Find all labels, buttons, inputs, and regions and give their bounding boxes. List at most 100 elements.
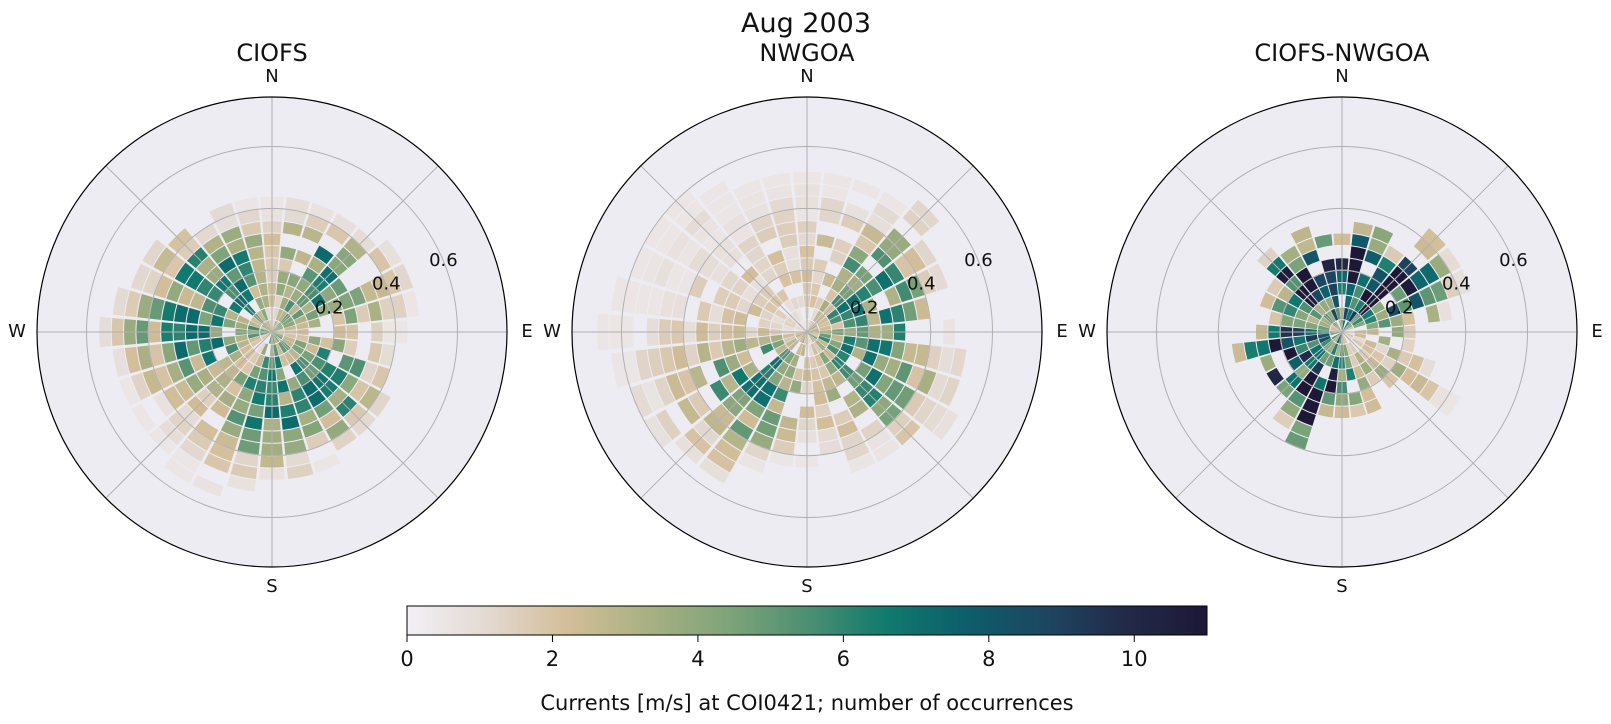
histogram-bin (842, 256, 861, 274)
histogram-bin (154, 365, 173, 389)
histogram-bin (237, 439, 260, 455)
histogram-bin (758, 336, 771, 346)
histogram-bin (750, 431, 774, 450)
histogram-bin (1357, 376, 1371, 391)
histogram-bin (783, 320, 796, 329)
histogram-bin (196, 367, 214, 386)
histogram-bin (379, 344, 395, 367)
histogram-bin (855, 361, 872, 379)
histogram-bin (1347, 271, 1360, 285)
histogram-bin (819, 439, 842, 455)
histogram-bin (237, 387, 254, 403)
histogram-bin (760, 343, 774, 355)
histogram-bin (817, 427, 839, 443)
direction-label-w: W (1078, 321, 1096, 342)
histogram-bin (1281, 314, 1295, 327)
histogram-bin (822, 376, 836, 391)
histogram-bin (349, 358, 366, 378)
histogram-bin (1311, 361, 1324, 375)
histogram-bin (1330, 326, 1342, 332)
histogram-bin (137, 345, 153, 370)
histogram-bin (913, 239, 937, 267)
histogram-bin (320, 361, 337, 379)
histogram-bin (1364, 339, 1377, 349)
histogram-bin (826, 344, 840, 355)
histogram-bin (810, 308, 819, 321)
figure-suptitle: Aug 2003 (741, 8, 871, 39)
histogram-bin (261, 356, 270, 369)
histogram-bin (210, 399, 231, 419)
histogram-bin (307, 256, 326, 274)
histogram-bin (149, 297, 165, 320)
histogram-bin (247, 333, 260, 339)
colorbar-gradient (406, 605, 1208, 636)
histogram-bin (1311, 289, 1324, 303)
histogram-bin (789, 271, 802, 285)
histogram-bin (795, 326, 807, 332)
direction-label-n: N (1335, 66, 1348, 87)
histogram-bin (795, 343, 804, 356)
histogram-bin (286, 463, 314, 480)
histogram-bin (785, 338, 797, 348)
histogram-bin (666, 231, 691, 261)
histogram-bin (273, 344, 279, 357)
angular-gridline (1341, 165, 1509, 333)
angular-gridline (806, 331, 974, 499)
histogram-bin (215, 214, 239, 233)
histogram-bin (807, 326, 819, 332)
histogram-bin (1397, 297, 1413, 314)
histogram-bin (732, 179, 763, 200)
histogram-bin (1303, 370, 1318, 386)
histogram-bin (272, 320, 276, 332)
angular-gridline (1341, 331, 1509, 499)
histogram-bin (760, 380, 778, 397)
histogram-bin (865, 278, 883, 297)
histogram-bin (294, 398, 312, 415)
histogram-bin (796, 295, 805, 308)
histogram-bin (1397, 350, 1413, 367)
histogram-bin (783, 335, 796, 344)
histogram-bin (248, 335, 261, 344)
histogram-bin (371, 365, 390, 389)
histogram-bin (241, 289, 254, 303)
radial-gridline (1279, 269, 1405, 395)
histogram-bin (803, 320, 807, 332)
histogram-bin (1371, 226, 1394, 244)
histogram-bin (196, 278, 214, 297)
histogram-bin (848, 245, 869, 265)
histogram-bin (1338, 320, 1342, 332)
histogram-bin (714, 202, 742, 226)
histogram-bin (309, 202, 335, 222)
histogram-bin (1288, 356, 1304, 371)
histogram-bin (1320, 338, 1332, 348)
histogram-bin (211, 314, 225, 327)
histogram-bin (1342, 332, 1346, 344)
histogram-bin (784, 351, 795, 365)
histogram-bin (189, 292, 206, 310)
histogram-bin (785, 316, 797, 326)
histogram-bin (142, 239, 166, 267)
histogram-bin (284, 351, 295, 365)
histogram-bin (1419, 286, 1436, 306)
histogram-bin (226, 238, 246, 255)
histogram-bin (642, 252, 664, 284)
histogram-bin (1328, 283, 1338, 296)
histogram-bin (779, 415, 798, 430)
histogram-bin (779, 234, 798, 249)
histogram-bin (243, 376, 257, 391)
histogram-bin (796, 324, 807, 332)
radial-gridline (209, 269, 335, 395)
histogram-bin (1290, 226, 1313, 244)
histogram-bin (254, 379, 267, 393)
histogram-bin (275, 308, 284, 321)
histogram-bin (313, 453, 341, 474)
histogram-bin (1307, 387, 1324, 403)
polar-grid (572, 97, 1042, 567)
histogram-bin (305, 309, 319, 321)
histogram-bin (1342, 332, 1348, 344)
histogram-bin (698, 180, 730, 207)
histogram-bin (709, 262, 730, 285)
direction-label-w: W (8, 321, 26, 342)
histogram-bin (194, 419, 219, 441)
polar-spine (1106, 96, 1578, 568)
